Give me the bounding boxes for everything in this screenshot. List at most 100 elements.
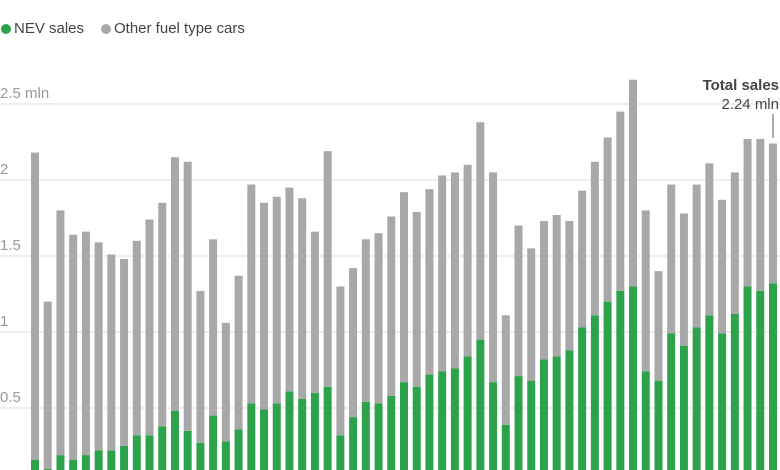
bar-segment bbox=[578, 327, 587, 470]
bar-segment bbox=[132, 435, 141, 470]
bar-segment bbox=[438, 175, 447, 372]
bar-segment bbox=[705, 315, 714, 470]
bar-segment bbox=[285, 187, 294, 392]
y-tick-label: 0.5 bbox=[0, 389, 21, 406]
bar-segment bbox=[400, 382, 408, 470]
bar-segment bbox=[692, 327, 701, 470]
bar-segment bbox=[234, 275, 243, 430]
bar-segment bbox=[323, 386, 332, 470]
bar-segment bbox=[450, 368, 459, 470]
legend-label: Other fuel type cars bbox=[114, 20, 245, 37]
bar-segment bbox=[425, 374, 434, 470]
bar-segment bbox=[565, 350, 574, 470]
bar-segment bbox=[769, 283, 777, 470]
bar-segment bbox=[374, 233, 383, 404]
bar-segment bbox=[209, 415, 218, 470]
bar-segment bbox=[158, 426, 167, 470]
bar-segment bbox=[501, 315, 510, 425]
bar-segment bbox=[310, 231, 319, 393]
bar-segment bbox=[603, 301, 612, 470]
legend-swatch bbox=[101, 24, 111, 34]
bar-segment bbox=[514, 225, 523, 377]
bar-segment bbox=[196, 290, 205, 443]
bar-segment bbox=[94, 242, 103, 451]
bar-segment bbox=[323, 151, 332, 387]
bar-segment bbox=[641, 371, 650, 470]
bar-segment bbox=[679, 213, 688, 346]
bar-segment bbox=[43, 301, 52, 469]
bar-segment bbox=[336, 286, 345, 436]
bar-segment bbox=[400, 192, 408, 383]
bar-segment bbox=[234, 429, 243, 470]
bar-segment bbox=[298, 398, 307, 470]
bar-segment bbox=[476, 339, 485, 470]
bar-segment bbox=[69, 234, 78, 460]
bar-segment bbox=[501, 424, 510, 470]
bar-segment bbox=[489, 382, 498, 470]
bar-segment bbox=[616, 111, 625, 291]
bar-segment bbox=[590, 315, 599, 470]
bar-segment bbox=[81, 231, 90, 456]
bar-segment bbox=[361, 401, 370, 470]
bar-segment bbox=[285, 391, 294, 470]
bar-segment bbox=[260, 409, 269, 470]
bar-segment bbox=[565, 221, 574, 351]
y-tick-label: 1.5 bbox=[0, 237, 21, 254]
bar-segment bbox=[539, 221, 548, 360]
bar-segment bbox=[107, 450, 116, 470]
bar-segment bbox=[145, 435, 154, 470]
bar-segment bbox=[552, 356, 561, 470]
bar-segment bbox=[641, 210, 650, 372]
bar-segment bbox=[336, 435, 345, 470]
bar-segment bbox=[170, 411, 179, 470]
bar-segment bbox=[43, 468, 52, 470]
bar-segment bbox=[603, 137, 612, 302]
bar-segment bbox=[718, 199, 727, 334]
bar-segment bbox=[552, 214, 561, 357]
bar-segment bbox=[692, 184, 701, 328]
bar-segment bbox=[718, 333, 727, 470]
bar-segment bbox=[69, 459, 78, 470]
bar-segment bbox=[527, 248, 536, 381]
bar-segment bbox=[654, 380, 663, 470]
bar-segment bbox=[209, 239, 218, 416]
bar-segment bbox=[120, 259, 129, 446]
bar-segment bbox=[425, 189, 434, 375]
bar-segment bbox=[539, 359, 548, 470]
bar-segment bbox=[247, 184, 256, 404]
bar-segment bbox=[349, 417, 358, 470]
bar-segment bbox=[654, 271, 663, 381]
legend-swatch bbox=[1, 24, 11, 34]
bar-segment bbox=[107, 254, 116, 451]
bar-segment bbox=[221, 441, 230, 470]
bar-segment bbox=[450, 172, 459, 369]
bar-segment bbox=[158, 202, 167, 427]
bar-segment bbox=[374, 403, 383, 470]
bar-segment bbox=[349, 268, 358, 418]
legend-label: NEV sales bbox=[14, 20, 84, 37]
bar-segment bbox=[31, 152, 39, 460]
bar-segment bbox=[81, 455, 90, 470]
bar-segment bbox=[743, 286, 752, 470]
bar-segment bbox=[31, 459, 39, 470]
bar-segment bbox=[730, 172, 739, 314]
bar-segment bbox=[679, 345, 688, 470]
bar-segment bbox=[756, 290, 765, 470]
bar-segment bbox=[705, 163, 714, 316]
bar-segment bbox=[170, 157, 179, 412]
bar-segment bbox=[183, 161, 192, 431]
bar-segment bbox=[578, 190, 587, 328]
bar-segment bbox=[56, 210, 65, 456]
bar-segment bbox=[387, 395, 396, 470]
bar-segment bbox=[196, 442, 205, 470]
bar-segment bbox=[183, 430, 192, 470]
y-tick-label: 1 bbox=[0, 313, 8, 330]
bar-segment bbox=[463, 164, 472, 357]
y-tick-label: 2 bbox=[0, 161, 8, 178]
bar-segment bbox=[514, 376, 523, 470]
bar-segment bbox=[527, 380, 536, 470]
bar-segment bbox=[221, 322, 230, 442]
bar-segment bbox=[120, 446, 129, 470]
bar-segment bbox=[310, 392, 319, 470]
